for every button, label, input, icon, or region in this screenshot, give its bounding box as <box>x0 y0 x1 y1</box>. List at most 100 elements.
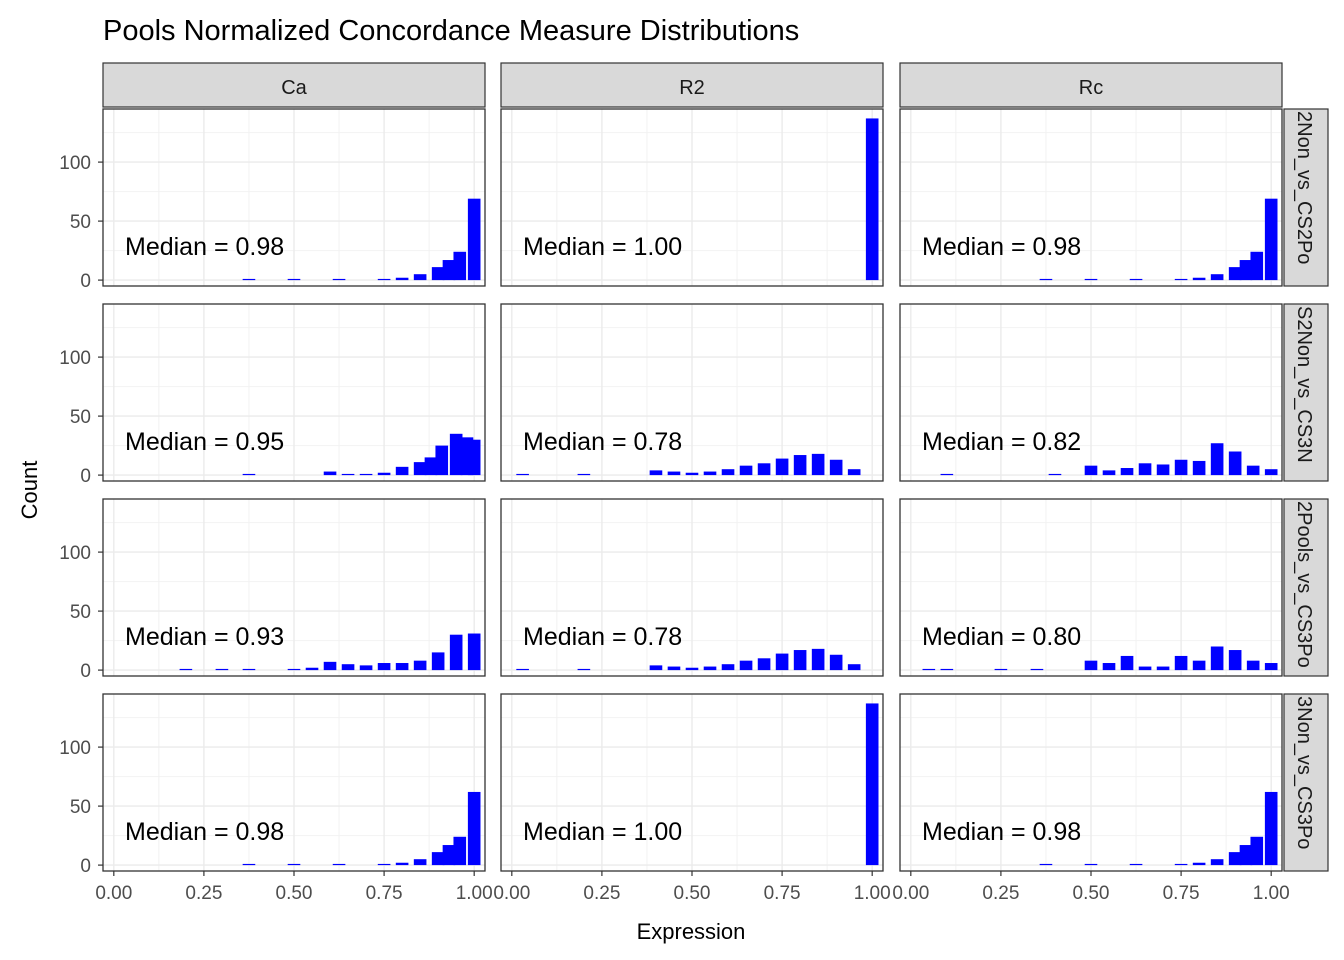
histogram-bar <box>757 658 771 671</box>
histogram-bar <box>242 863 256 866</box>
histogram-bar <box>424 457 438 476</box>
x-tick-label: 0.25 <box>185 883 222 904</box>
histogram-bar <box>377 863 391 866</box>
histogram-bar <box>1210 443 1224 476</box>
histogram-bar <box>685 472 699 476</box>
facet-strip-row-label-group: S2Non_vs_CS3N <box>1293 306 1315 463</box>
histogram-bar <box>1039 863 1053 866</box>
facet-strip-row-label: 2Non_vs_CS2Po <box>1293 111 1315 264</box>
histogram-bar <box>242 278 256 281</box>
histogram-bar <box>1239 845 1253 866</box>
x-tick-label: 0.00 <box>493 883 530 904</box>
histogram-bar <box>1192 460 1206 476</box>
histogram-bar <box>811 453 825 476</box>
histogram-bar <box>413 462 427 476</box>
histogram-bar <box>1120 468 1134 476</box>
y-tick-label: 50 <box>70 797 91 818</box>
histogram-bar <box>453 836 467 866</box>
histogram-bar <box>1264 663 1278 671</box>
histogram-bar <box>1138 666 1152 671</box>
histogram-bar <box>395 862 409 866</box>
histogram-bar <box>377 472 391 476</box>
histogram-bar <box>649 470 663 476</box>
x-tick-label: 0.00 <box>892 883 929 904</box>
histogram-bar <box>1102 470 1116 476</box>
histogram-bar <box>1246 660 1260 671</box>
x-tick-label: 1.00 <box>1253 883 1290 904</box>
histogram-bar <box>1084 465 1098 476</box>
histogram-bar <box>395 663 409 671</box>
histogram-bar <box>287 863 301 866</box>
x-tick-label: 0.25 <box>982 883 1019 904</box>
histogram-bar <box>359 665 373 671</box>
histogram-bar <box>442 260 456 281</box>
histogram-bar <box>1102 663 1116 671</box>
histogram-bar <box>1264 791 1278 866</box>
histogram-bar <box>829 654 843 671</box>
x-tick-label: 0.50 <box>674 883 711 904</box>
histogram-bar <box>1210 646 1224 671</box>
median-label: Median = 0.98 <box>125 233 284 261</box>
histogram-bar <box>1239 260 1253 281</box>
facet-panels: Ca R2 Rc 2Non_vs_CS2Po S2Non_vs_CS3N 2Pools_v… <box>59 62 1329 904</box>
histogram-bar <box>940 668 954 671</box>
chart-title: Pools Normalized Concordance Measure Dis… <box>103 15 799 47</box>
histogram-bar <box>847 469 861 476</box>
median-label: Median = 0.98 <box>922 233 1081 261</box>
median-label: Median = 0.82 <box>922 428 1081 456</box>
histogram-bar <box>449 634 463 671</box>
facet-strip-row <box>1283 303 1329 482</box>
histogram-bar <box>377 663 391 671</box>
histogram-bar <box>1228 650 1242 671</box>
histogram-bar <box>1138 463 1152 476</box>
histogram-bar <box>1174 863 1188 866</box>
histogram-bar <box>1250 836 1264 866</box>
histogram-bar <box>1228 451 1242 476</box>
histogram-bar <box>721 664 735 671</box>
histogram-bar <box>667 471 681 476</box>
histogram-bar <box>431 852 445 866</box>
histogram-bar <box>775 653 789 671</box>
histogram-bar <box>1210 859 1224 866</box>
facet-strip-row <box>1283 108 1329 287</box>
facet-strip-col <box>899 62 1283 108</box>
histogram-bar <box>1250 251 1264 281</box>
histogram-bar <box>667 666 681 671</box>
histogram-bar <box>1129 863 1143 866</box>
histogram-bar <box>467 198 481 281</box>
median-label: Median = 0.98 <box>125 818 284 846</box>
facet-strip-row-label: S2Non_vs_CS3N <box>1293 306 1315 463</box>
histogram-bar <box>1084 278 1098 281</box>
histogram-bar <box>1120 655 1134 671</box>
facet-strip-row-label-group: 3Non_vs_CS3Po <box>1293 696 1315 849</box>
facet-strip-col-label: Ca <box>281 77 307 99</box>
x-axis-label: Expression <box>637 919 746 944</box>
y-tick-label: 100 <box>59 738 91 759</box>
x-tick-label: 1.00 <box>854 883 891 904</box>
panel-border <box>102 108 486 287</box>
median-label: Median = 0.78 <box>523 428 682 456</box>
histogram-bar <box>685 667 699 671</box>
histogram-bar <box>332 863 346 866</box>
histogram-bar <box>1156 464 1170 476</box>
histogram-bar <box>516 473 529 476</box>
facet-strip-col-label: Rc <box>1079 77 1103 99</box>
histogram-bar <box>395 277 409 281</box>
histogram-bar <box>467 439 481 476</box>
panel-border <box>899 303 1283 482</box>
histogram-bar <box>1192 277 1206 281</box>
facet-strip-col <box>500 62 884 108</box>
histogram-bar <box>305 667 319 671</box>
panel-border <box>102 303 486 482</box>
x-tick-label: 0.75 <box>1163 883 1200 904</box>
histogram-bar <box>341 664 355 671</box>
histogram-bar <box>1156 666 1170 671</box>
histogram-bar <box>215 668 229 671</box>
panel-border <box>500 303 884 482</box>
histogram-bar <box>323 661 337 671</box>
histogram-bar <box>287 278 301 281</box>
y-axis-label: Count <box>17 461 42 520</box>
histogram-bar <box>649 665 663 671</box>
histogram-bar <box>739 660 753 671</box>
y-tick-label: 0 <box>80 856 91 877</box>
